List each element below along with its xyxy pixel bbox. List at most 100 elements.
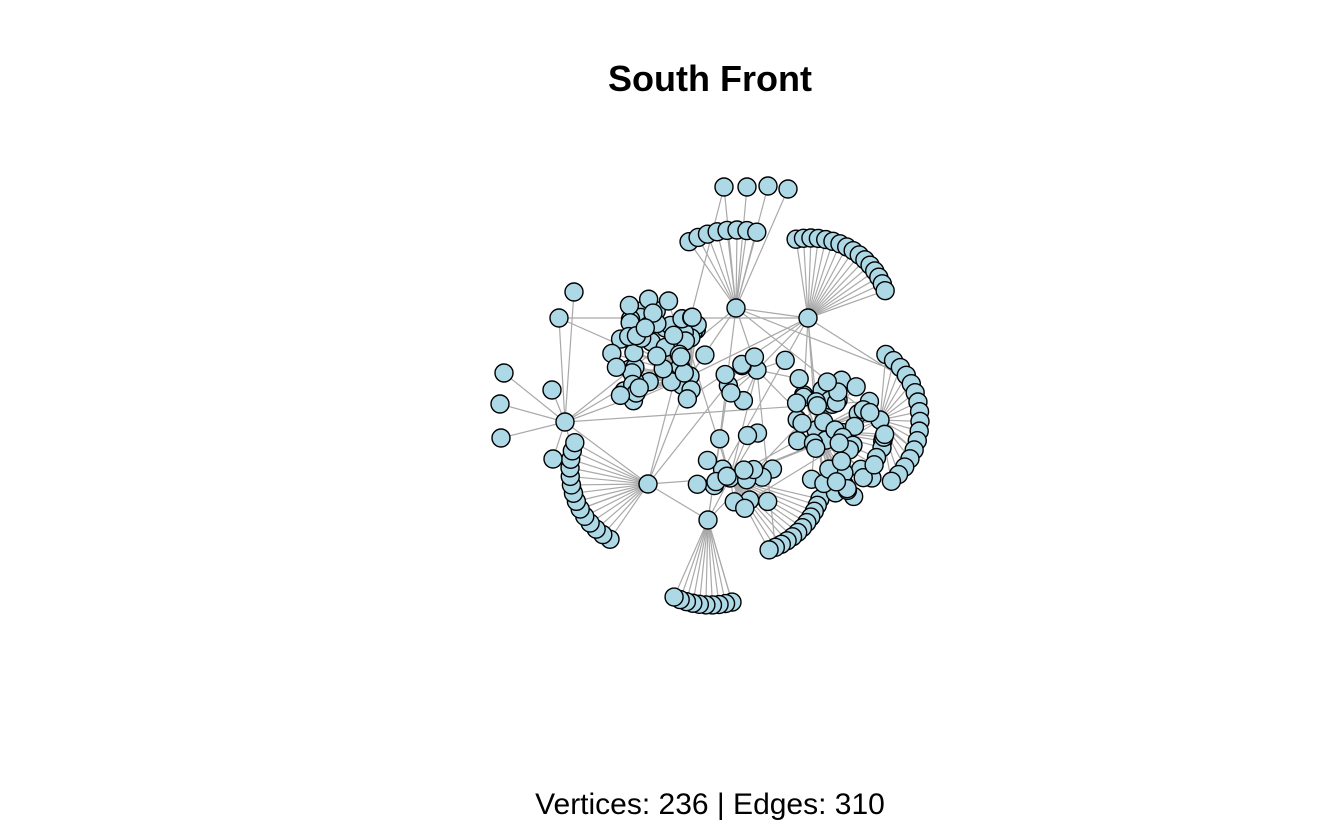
edge [503, 372, 566, 423]
vertex [737, 177, 757, 197]
vertex [671, 347, 691, 367]
edge [705, 519, 709, 605]
vertex [844, 416, 865, 437]
edge [735, 230, 748, 309]
vertex [682, 307, 702, 327]
vertex [787, 431, 808, 451]
plot-caption: Vertices: 236 | Edges: 310 [535, 788, 885, 821]
plot-title: South Front [608, 58, 812, 99]
vertex [881, 471, 902, 491]
vertex [826, 472, 847, 492]
edge [692, 519, 709, 604]
edge [499, 403, 566, 423]
vertex [875, 280, 895, 301]
edge [707, 519, 727, 604]
edge [706, 233, 737, 309]
edge [807, 276, 880, 319]
edge [602, 483, 649, 535]
vertex [778, 179, 798, 199]
edge [807, 254, 860, 319]
edge [683, 332, 731, 479]
edge [698, 519, 709, 605]
vertex [697, 450, 718, 471]
vertex [737, 425, 758, 446]
edge [807, 243, 841, 319]
edge [569, 467, 649, 485]
edge [688, 241, 737, 309]
edge [807, 259, 866, 319]
edge [573, 483, 649, 494]
edge [707, 519, 733, 603]
edge [807, 283, 883, 319]
edge [735, 232, 758, 309]
vertex [543, 449, 563, 469]
vertex [831, 451, 852, 471]
vertex [542, 380, 562, 400]
edge [807, 239, 827, 319]
vertex [555, 412, 575, 432]
vertex [853, 467, 873, 488]
vertex [710, 429, 730, 449]
edge [679, 519, 709, 600]
vertex [638, 474, 658, 494]
edge [735, 307, 907, 376]
edge [576, 483, 649, 502]
vertex [658, 291, 679, 311]
vertex [846, 377, 866, 397]
vertex [674, 363, 694, 383]
edge [735, 229, 738, 309]
vertex [629, 378, 649, 398]
edge [735, 186, 748, 309]
vertex [817, 372, 838, 392]
vertex [491, 428, 511, 448]
edge [584, 483, 649, 517]
edge [807, 246, 848, 319]
edge [572, 450, 649, 485]
edge [673, 519, 709, 598]
vertex [635, 318, 655, 338]
edge [735, 307, 809, 319]
vertex [695, 345, 715, 365]
vertex [789, 369, 809, 389]
vertex [775, 350, 795, 371]
edge [729, 477, 782, 545]
edge [807, 237, 812, 319]
edge [807, 250, 854, 319]
vertex [860, 402, 880, 423]
vertex [864, 455, 884, 475]
vertex [698, 510, 718, 530]
vertex [758, 176, 778, 196]
vertex [494, 363, 514, 383]
vertex [610, 385, 631, 406]
edge [807, 264, 871, 319]
vertex [721, 383, 741, 403]
vertex [786, 393, 807, 413]
vertex [717, 466, 737, 486]
vertex [663, 325, 684, 346]
vertex [714, 177, 734, 197]
edge [570, 458, 649, 485]
vertex [565, 432, 585, 453]
edge [807, 241, 834, 319]
edge [595, 483, 649, 530]
edge [713, 317, 809, 486]
vertex [757, 491, 778, 512]
vertex [606, 357, 627, 378]
vertex [549, 308, 569, 328]
edge [807, 290, 886, 319]
edge [571, 483, 649, 486]
edge [716, 231, 737, 309]
edge [707, 385, 729, 521]
edge [570, 475, 649, 485]
vertex [734, 460, 754, 480]
vertex [647, 346, 667, 366]
edge [795, 239, 809, 319]
vertex [735, 498, 755, 518]
vertex [792, 413, 812, 434]
vertex [798, 308, 818, 328]
vertex [744, 347, 765, 367]
edge [807, 238, 819, 319]
edge [647, 483, 709, 521]
vertex [677, 389, 698, 409]
